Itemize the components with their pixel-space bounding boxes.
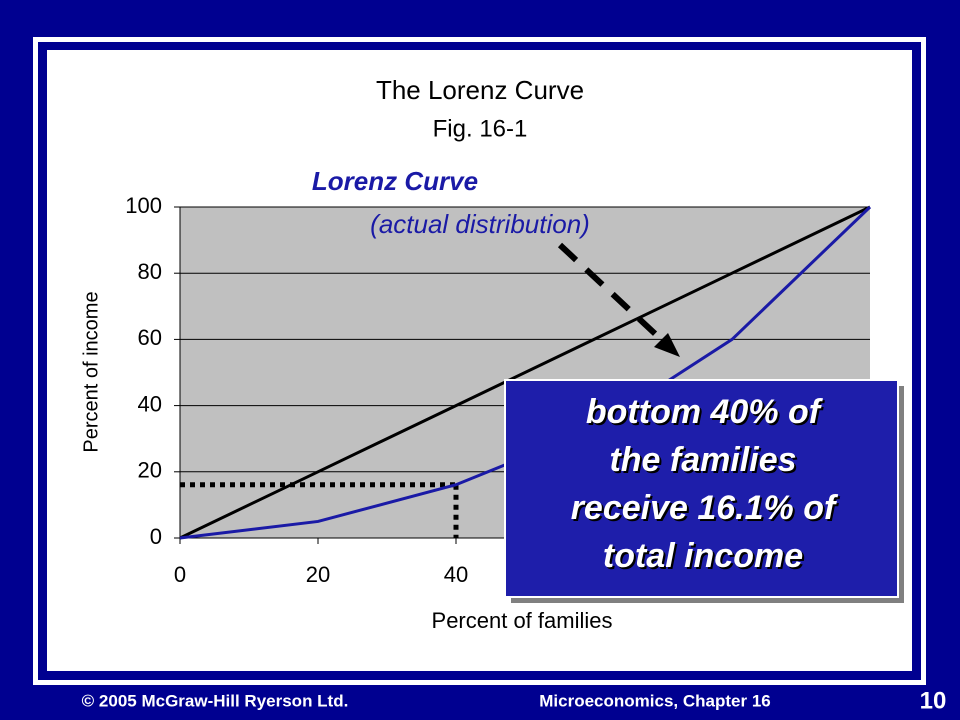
y-tick-label: 40 [138,391,162,416]
callout-shadow-line: total income [605,539,805,577]
x-tick-label: 20 [306,562,330,587]
y-tick-label: 60 [138,325,162,350]
x-axis-title: Percent of families [432,608,613,633]
arrow-head [654,333,680,357]
callout-line: the families [609,441,796,479]
y-tick-label: 80 [138,259,162,284]
page-number: 10 [920,687,947,714]
callout-shadow-line: bottom 40% of [588,395,826,433]
y-tick-label: 20 [138,458,162,483]
annotation: Lorenz Curve [312,166,478,196]
x-tick-label: 40 [444,562,468,587]
callout-shadow-line: receive 16.1% of [573,491,841,529]
callout-line: receive 16.1% of [571,489,839,527]
y-tick-label: 0 [150,524,162,549]
y-axis-title: Percent of income [80,291,102,452]
annotation: (actual distribution) [370,209,590,239]
x-tick-label: 0 [174,562,186,587]
chart-title: The Lorenz Curve [376,75,584,105]
y-tick-label: 100 [125,193,162,218]
arrow-shaft [557,242,668,346]
footer-center: Microeconomics, Chapter 16 [539,691,770,710]
footer-left: © 2005 McGraw-Hill Ryerson Ltd. [82,691,349,710]
callout-shadow-line: the families [611,443,798,481]
chart-subtitle: Fig. 16-1 [433,115,528,142]
series-line [179,205,871,540]
callout-box [504,379,899,598]
callout-line: bottom 40% of [586,393,824,431]
callout-line: total income [603,537,803,575]
